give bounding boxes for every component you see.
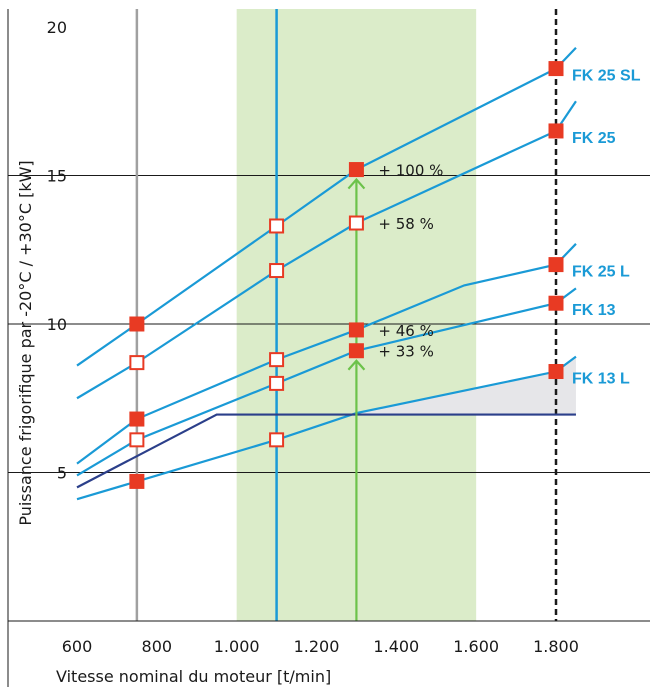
arrow-head xyxy=(347,359,366,371)
arrow-head xyxy=(347,177,366,190)
x-tick-label: 800 xyxy=(142,637,173,656)
shaded-region xyxy=(356,356,576,415)
series-label: FK 13 xyxy=(572,302,616,319)
marker-filled xyxy=(348,322,364,338)
marker-open xyxy=(129,432,145,448)
percent-annotation: + 33 % xyxy=(378,343,433,361)
series-line xyxy=(76,413,576,489)
x-tick-label: 1.600 xyxy=(453,637,499,656)
y-tick-label: 20 xyxy=(47,18,67,37)
marker-filled xyxy=(548,364,564,380)
marker-open xyxy=(269,375,285,391)
series-label: FK 25 xyxy=(572,130,616,147)
y-axis-title: Puissance frigorifique par -20°C / +30°C… xyxy=(16,160,35,525)
marker-filled xyxy=(129,316,145,332)
marker-open xyxy=(269,218,285,234)
marker-open xyxy=(269,352,285,368)
marker-open xyxy=(129,355,145,371)
series-label: FK 13 L xyxy=(572,371,630,388)
marker-filled xyxy=(548,123,564,139)
x-tick-label: 600 xyxy=(62,637,93,656)
x-tick-label: 1.000 xyxy=(214,637,260,656)
marker-filled xyxy=(348,343,364,359)
x-tick-label: 1.200 xyxy=(294,637,340,656)
percent-annotation: + 100 % xyxy=(378,162,443,180)
x-tick-label: 1.400 xyxy=(373,637,419,656)
marker-filled xyxy=(548,61,564,77)
percent-annotation: + 46 % xyxy=(378,322,433,340)
shaded-region-layer xyxy=(356,356,576,415)
percent-annotation: + 58 % xyxy=(378,215,433,233)
axes-layer xyxy=(7,9,650,687)
y-tick-label: 15 xyxy=(47,167,67,186)
marker-filled xyxy=(129,473,145,489)
marker-filled xyxy=(548,295,564,311)
series-label: FK 25 L xyxy=(572,264,630,281)
gridline-layer xyxy=(8,175,650,473)
marker-filled xyxy=(548,257,564,273)
marker-filled xyxy=(348,162,364,178)
series-label: FK 25 SL xyxy=(572,68,641,85)
text-layer: 600 800 1.000 1.200 1.400 1.600 1.800 5 10 15 20 FK… xyxy=(47,18,641,656)
marker-open xyxy=(348,215,364,231)
vertical-line-layer xyxy=(135,9,558,621)
marker-layer xyxy=(129,61,564,489)
arrow-layer xyxy=(347,177,366,621)
y-tick-label: 5 xyxy=(57,464,67,483)
y-tick-label: 10 xyxy=(47,315,67,334)
x-axis-title: Vitesse nominal du moteur [t/min] xyxy=(56,667,331,686)
marker-open xyxy=(269,263,285,279)
marker-filled xyxy=(129,411,145,427)
x-tick-label: 1.800 xyxy=(533,637,579,656)
marker-open xyxy=(269,432,285,448)
